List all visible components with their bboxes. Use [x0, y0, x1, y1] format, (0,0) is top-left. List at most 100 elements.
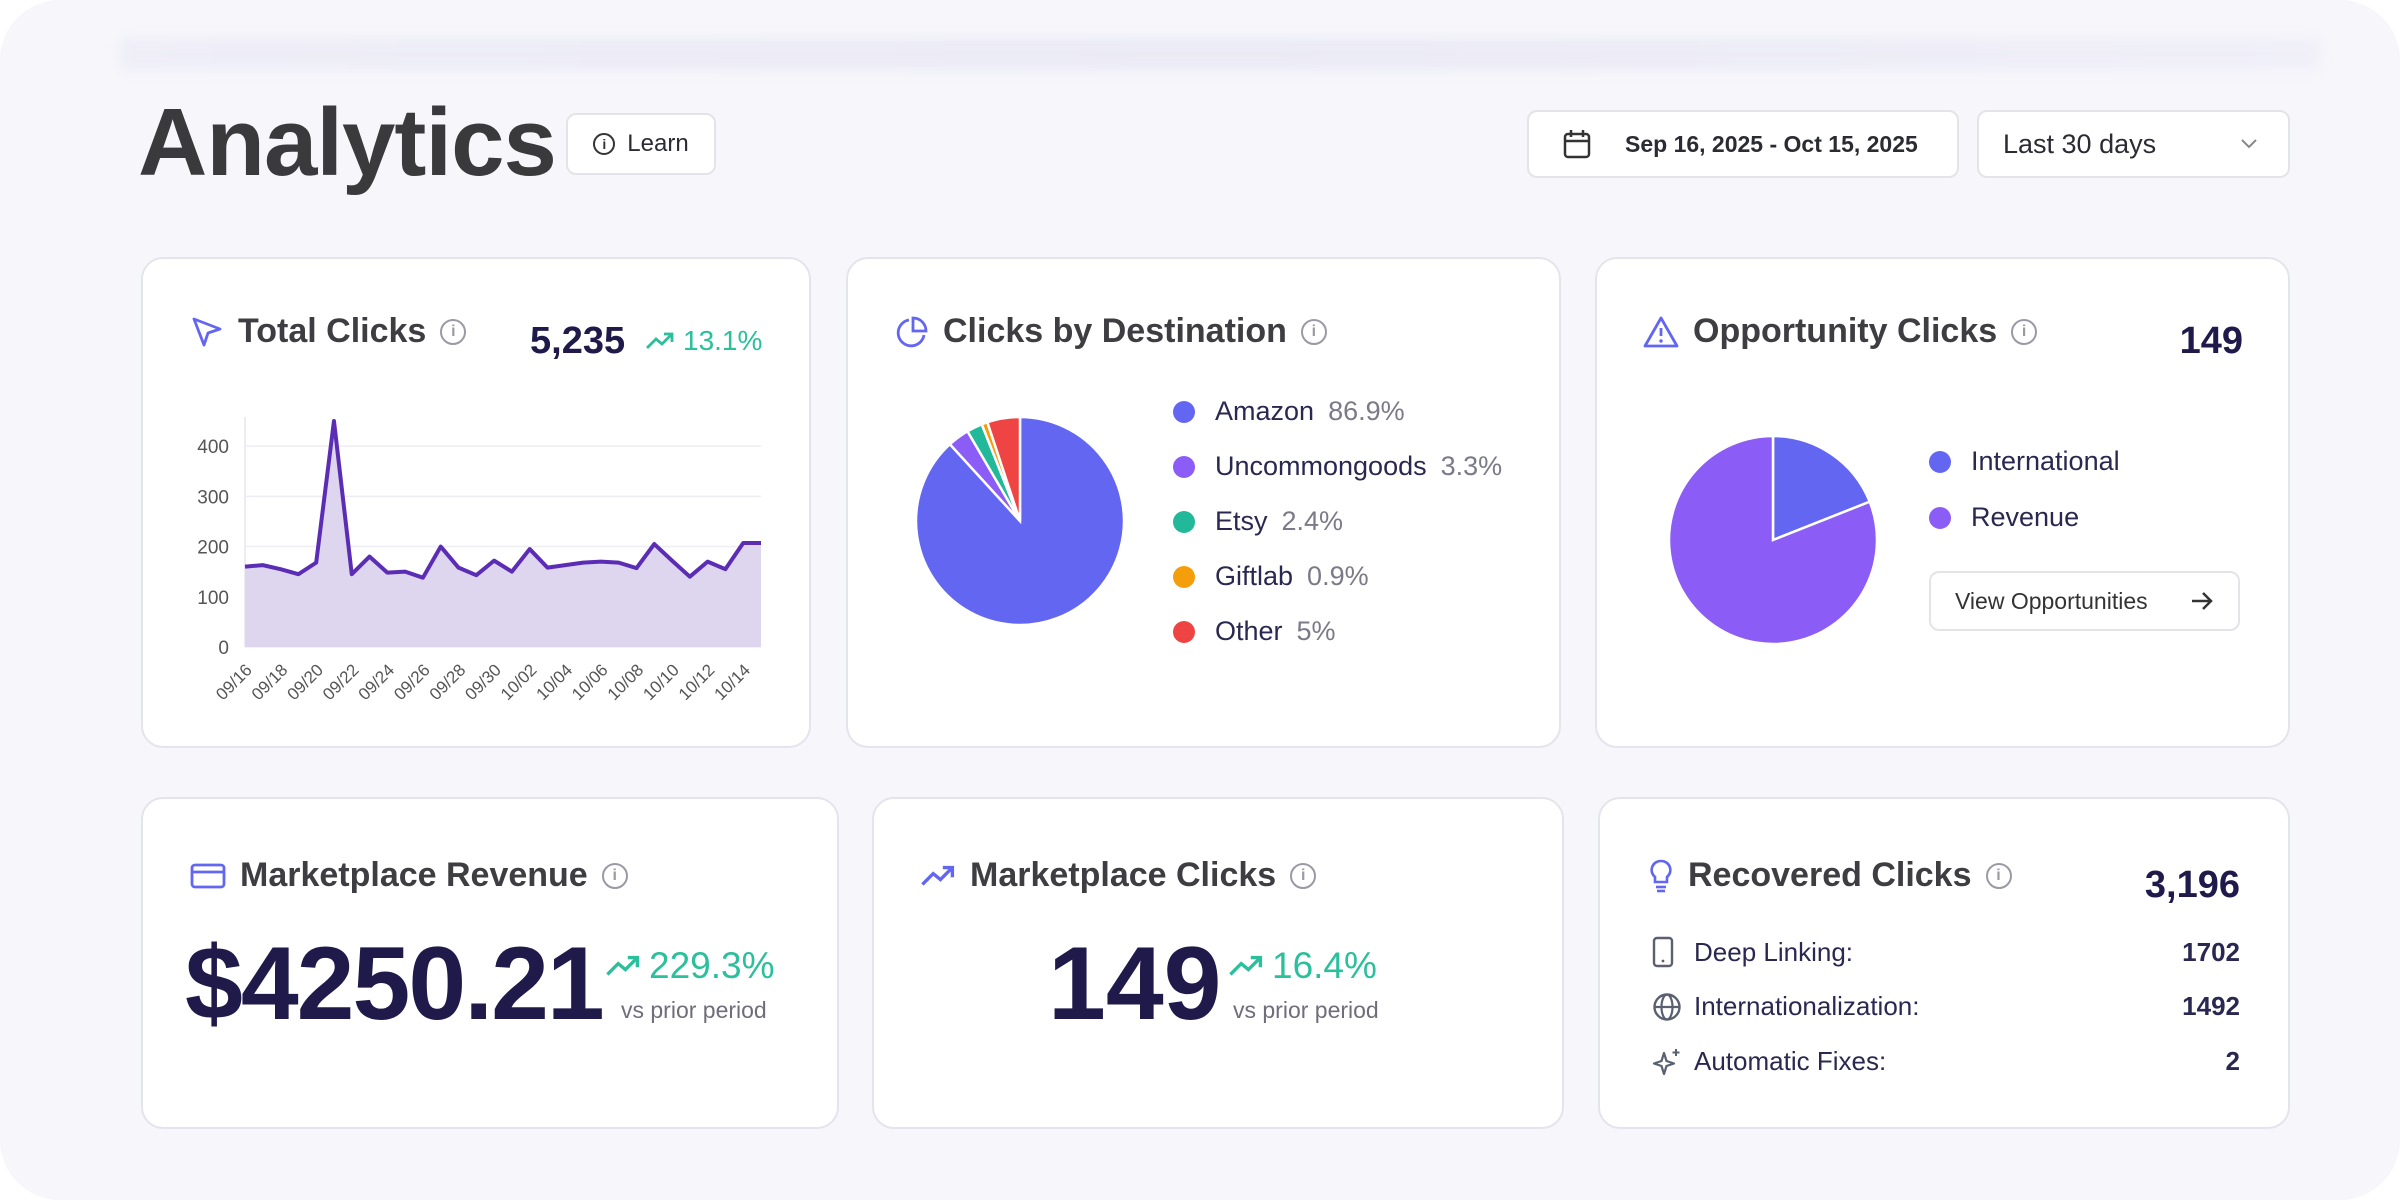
- y-tick-label: 300: [197, 487, 229, 508]
- info-icon: i: [593, 133, 616, 155]
- card-title: Marketplace Clicks: [970, 856, 1277, 894]
- legend-label: Other: [1215, 616, 1283, 646]
- info-icon[interactable]: i: [601, 862, 628, 889]
- card-title: Clicks by Destination: [943, 312, 1287, 350]
- series-line: [244, 419, 761, 580]
- recovered-row-deep-linking: Deep Linking: 1702: [1652, 936, 2240, 968]
- opportunity-clicks-title: Opportunity Clicks i: [1643, 312, 2038, 351]
- x-tick-label: 10/08: [604, 660, 648, 704]
- legend-item: Other 5%: [1173, 616, 1336, 647]
- recovered-row-automatic-fixes: Automatic Fixes: 2: [1652, 1046, 2240, 1077]
- legend-label: Uncommongoods: [1215, 451, 1427, 481]
- blurred-banner: [120, 38, 2320, 70]
- info-icon[interactable]: i: [1300, 318, 1327, 345]
- marketplace-clicks-sub: vs prior period: [1233, 997, 1379, 1023]
- info-icon[interactable]: i: [1290, 862, 1317, 889]
- recovered-clicks-value: 3,196: [2144, 864, 2240, 906]
- marketplace-clicks-card: [872, 797, 1564, 1129]
- info-icon[interactable]: i: [1985, 862, 2012, 889]
- x-tick-label: 09/28: [426, 660, 470, 704]
- change-text: 16.4%: [1272, 945, 1377, 986]
- revenue-value: $4250.21: [185, 926, 605, 1042]
- learn-button[interactable]: i Learn: [566, 113, 716, 175]
- x-tick-label: 10/04: [533, 660, 577, 704]
- cursor-icon: [192, 317, 222, 346]
- legend-item: Amazon 86.9%: [1173, 396, 1405, 427]
- x-tick-label: 09/30: [461, 660, 505, 704]
- row-value: 2: [2225, 1046, 2240, 1076]
- x-tick-label: 09/22: [319, 660, 363, 704]
- revenue-change: 229.3%: [605, 945, 775, 987]
- y-tick-label: 200: [197, 538, 229, 559]
- legend-dot: [1173, 510, 1195, 533]
- legend-item: Revenue: [1929, 502, 2079, 533]
- marketplace-clicks-value: 149: [1048, 926, 1222, 1042]
- x-tick-label: 10/06: [568, 660, 612, 704]
- pie-slice-amazon: [914, 415, 1126, 627]
- period-select[interactable]: Last 30 days: [1977, 110, 2290, 178]
- x-tick-label: 10/14: [711, 660, 755, 704]
- trend-up-icon: [606, 955, 640, 976]
- button-label: View Opportunities: [1955, 587, 2148, 614]
- info-icon[interactable]: i: [440, 318, 467, 345]
- legend-item: International: [1929, 446, 2120, 477]
- legend-percent: 2.4%: [1281, 506, 1344, 536]
- legend-label: Revenue: [1971, 502, 2080, 532]
- trend-up-icon: [921, 865, 955, 886]
- date-range-picker[interactable]: Sep 16, 2025 - Oct 15, 2025: [1527, 110, 1959, 178]
- change-text: 13.1%: [683, 325, 763, 356]
- y-tick-label: 400: [197, 437, 229, 458]
- total-clicks-chart: 010020030040009/1609/1809/2009/2209/2409…: [197, 417, 762, 704]
- clicks-by-destination-title: Clicks by Destination i: [895, 312, 1327, 351]
- trend-up-icon: [1229, 955, 1263, 976]
- legend-dot: [1173, 455, 1195, 478]
- info-icon[interactable]: i: [2011, 318, 2038, 345]
- row-label: Deep Linking:: [1694, 936, 1853, 967]
- legend-label: Giftlab: [1215, 561, 1294, 591]
- marketplace-clicks-change: 16.4%: [1228, 945, 1377, 987]
- date-range-label: Sep 16, 2025 - Oct 15, 2025: [1625, 130, 1918, 157]
- sparkles-icon: [1652, 1048, 1680, 1075]
- row-label: Internationalization:: [1694, 991, 1920, 1021]
- recovered-clicks-card: [1598, 797, 2290, 1129]
- card-title: Opportunity Clicks: [1693, 312, 1998, 350]
- legend-label: International: [1971, 446, 2120, 476]
- x-tick-label: 09/24: [355, 660, 399, 704]
- card-title: Total Clicks: [238, 312, 427, 350]
- lightbulb-icon: [1650, 859, 1672, 892]
- y-tick-label: 100: [197, 588, 229, 609]
- legend-dot: [1929, 506, 1951, 529]
- opportunity-clicks-value: 149: [2179, 320, 2243, 362]
- change-text: 229.3%: [649, 945, 775, 986]
- marketplace-clicks-title: Marketplace Clicks i: [920, 856, 1317, 895]
- legend-percent: 5%: [1296, 616, 1336, 646]
- view-opportunities-button[interactable]: View Opportunities: [1929, 571, 2240, 631]
- legend-dot: [1173, 620, 1195, 643]
- legend-item: Giftlab 0.9%: [1173, 561, 1369, 592]
- learn-label: Learn: [627, 130, 689, 157]
- warning-icon: [1643, 316, 1679, 347]
- opportunity-pie: [1667, 434, 1879, 646]
- chevron-down-icon: [2241, 139, 2257, 149]
- trend-up-icon: [646, 332, 674, 349]
- x-tick-label: 09/18: [248, 660, 292, 704]
- pie-slice-revenue: [1667, 434, 1879, 646]
- y-tick-label: 0: [218, 638, 229, 659]
- x-tick-label: 09/20: [283, 660, 327, 704]
- calendar-icon: [1563, 130, 1591, 159]
- legend-percent: 86.9%: [1328, 396, 1405, 426]
- card-title: Recovered Clicks: [1688, 856, 1972, 894]
- row-value: 1702: [2182, 936, 2240, 967]
- legend-dot: [1929, 450, 1951, 473]
- period-value: Last 30 days: [2003, 128, 2157, 159]
- legend-dot: [1173, 400, 1195, 423]
- x-tick-label: 09/26: [390, 660, 434, 704]
- legend-percent: 0.9%: [1307, 561, 1369, 591]
- x-tick-label: 10/12: [675, 660, 719, 704]
- total-clicks-value: 5,235: [530, 320, 626, 362]
- legend-percent: 3.3%: [1440, 451, 1503, 481]
- pie-slice-international: [1771, 434, 1872, 542]
- smartphone-icon: [1652, 936, 1674, 968]
- row-value: 1492: [2182, 991, 2240, 1021]
- arrow-right-icon: [2192, 592, 2213, 610]
